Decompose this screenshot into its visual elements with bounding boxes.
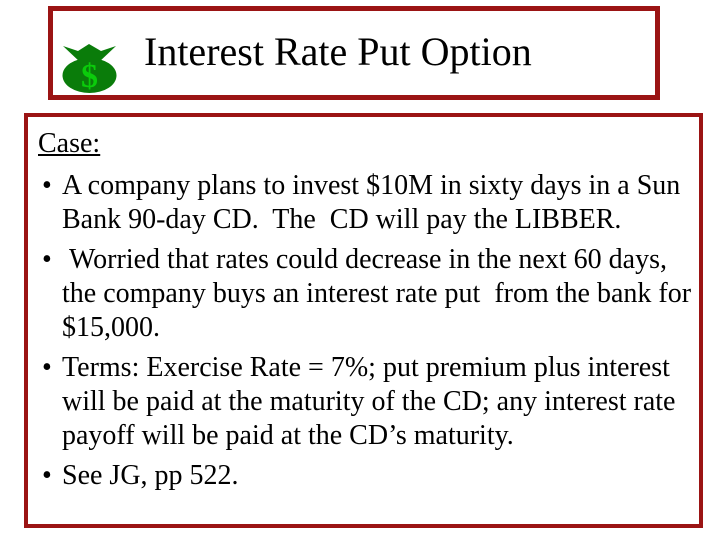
bullet-marker: • (42, 244, 52, 275)
bullet-item-2: • Worried that rates could decrease in t… (34, 243, 693, 345)
dollar-sign: $ (81, 58, 98, 93)
bullet-text: Terms: Exercise Rate = 7%; put premium p… (62, 352, 683, 451)
bullet-text: See JG, pp 522. (62, 460, 239, 491)
bullet-text: Worried that rates could decrease in the… (62, 244, 699, 343)
bullet-marker: • (42, 460, 52, 491)
bullet-item-4: • See JG, pp 522. (34, 459, 693, 493)
money-bag-top (63, 44, 116, 63)
bullet-text: A company plans to invest $10M in sixty … (62, 170, 688, 235)
bullet-marker: • (42, 352, 52, 383)
bullet-item-3: • Terms: Exercise Rate = 7%; put premium… (34, 351, 693, 453)
money-bag-body (62, 58, 117, 93)
bullet-item-1: • A company plans to invest $10M in sixt… (34, 169, 693, 237)
case-heading: Case: (38, 128, 101, 159)
title-box: $ Interest Rate Put Option (48, 6, 660, 100)
body-text-box: Case: • A company plans to invest $10M i… (24, 113, 703, 528)
bullet-marker: • (42, 170, 52, 201)
slide-title: Interest Rate Put Option (144, 28, 532, 74)
money-bag-icon: $ (61, 43, 118, 95)
